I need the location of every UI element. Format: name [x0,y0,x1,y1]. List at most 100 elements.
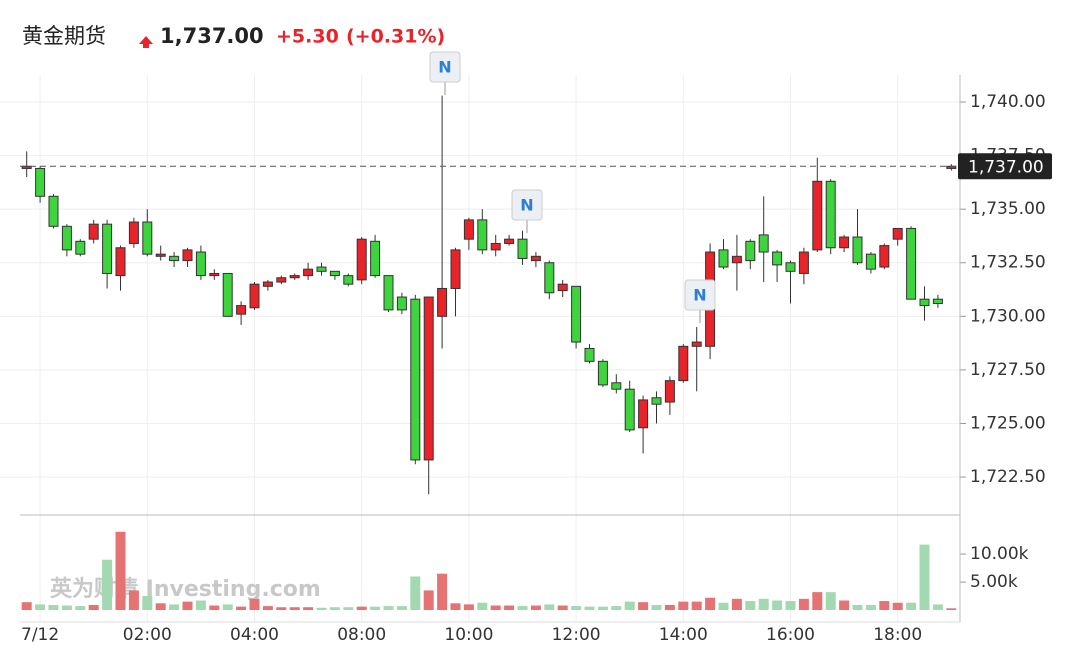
candle-body [839,236,850,249]
candle-body [597,360,608,386]
candle-body [758,234,769,253]
y-tick-label: 1,735.00 [970,199,1046,219]
volume-bar [946,608,957,610]
volume-bar [343,607,354,610]
candle-body [490,242,501,251]
volume-bar [504,605,515,610]
volume-bar [584,606,595,610]
candle-body [115,247,126,277]
candle-body [236,305,247,315]
candle-body [691,341,702,347]
candle-body [504,238,515,244]
change-pct: (+0.31%) [346,26,445,48]
candle-body [825,180,836,249]
volume-bar [423,590,434,610]
candle-body [75,240,86,255]
volume-bar [865,604,876,610]
volume-bar [798,598,809,610]
volume-bar [289,607,300,610]
news-box [684,279,716,311]
volume-bar [477,602,488,610]
candle-body [879,245,890,268]
candle-body [88,223,99,240]
volume-bar [758,598,769,610]
y-tick-label: 1,730.00 [970,306,1046,326]
volume-bar [209,605,220,610]
volume-bar [61,605,72,610]
candle-body [142,221,153,255]
candle-body [571,285,582,343]
volume-bar [691,601,702,610]
candle-body [356,238,367,281]
y-tick-label: 1,740.00 [970,92,1046,112]
candle-body [638,399,649,429]
volume-bar [517,606,528,610]
candle-body [222,272,233,317]
candle-body [249,283,260,309]
volume-bar [329,607,340,610]
volume-bar [75,606,86,610]
candle-body [745,240,756,262]
volume-bar [718,602,729,610]
y-tick-label: 1,725.00 [970,413,1046,433]
candle-body [262,281,273,287]
x-tick-label: 08:00 [337,625,386,645]
volume-bar [437,573,448,610]
volume-bar [35,604,46,610]
candle-body [678,345,689,382]
volume-bar [21,602,32,610]
change: +5.30 [276,26,339,48]
chart-title: 黄金期货 [22,24,106,48]
news-label: N [520,196,533,215]
volume-bar [624,601,635,610]
y-tick-label: 1,727.50 [970,360,1046,380]
candle-body [383,275,394,311]
volume-bar [544,604,555,610]
candle-body [169,255,180,262]
volume-bar [182,601,193,610]
candle-body [865,253,876,270]
volume-bar [571,606,582,610]
volume-bar [48,604,59,610]
volume-bar [557,605,568,610]
candle-body [611,382,622,390]
candle-body [289,275,300,279]
y-tick-label: 1,732.50 [970,253,1046,273]
volume-bar [772,600,783,610]
news-box [511,189,543,221]
volume-bar [839,600,850,610]
candle-body [410,298,421,461]
candle-body [35,167,46,197]
volume-bar [88,604,99,610]
candle-body [852,236,863,264]
volume-bar [450,603,461,610]
volume-bar [222,604,233,610]
x-tick-label: 18:00 [873,625,922,645]
y-tick-label: 1,722.50 [970,467,1046,487]
candle-body [61,225,72,251]
candle-body [651,397,662,405]
candle-body [370,240,381,277]
news-box [429,51,461,83]
volume-bar [892,602,903,610]
candle-body [530,255,541,262]
volume-bar [530,605,541,610]
candle-body [463,219,474,240]
volume-bar [597,606,608,610]
volume-bar [102,559,113,610]
candle-body [343,275,354,285]
volume-bar [169,604,180,610]
candle-body [21,165,32,169]
volume-bar [115,531,126,610]
x-tick-label: 12:00 [552,625,601,645]
volume-bar [236,606,247,610]
candle-body [423,296,434,461]
volume-bar [852,604,863,610]
y-tick-label: 5.00k [970,572,1018,592]
candle-body [437,287,448,317]
candle-body [396,296,407,311]
candle-body [450,249,461,289]
volume-bar [370,606,381,610]
candle-body [906,227,917,300]
